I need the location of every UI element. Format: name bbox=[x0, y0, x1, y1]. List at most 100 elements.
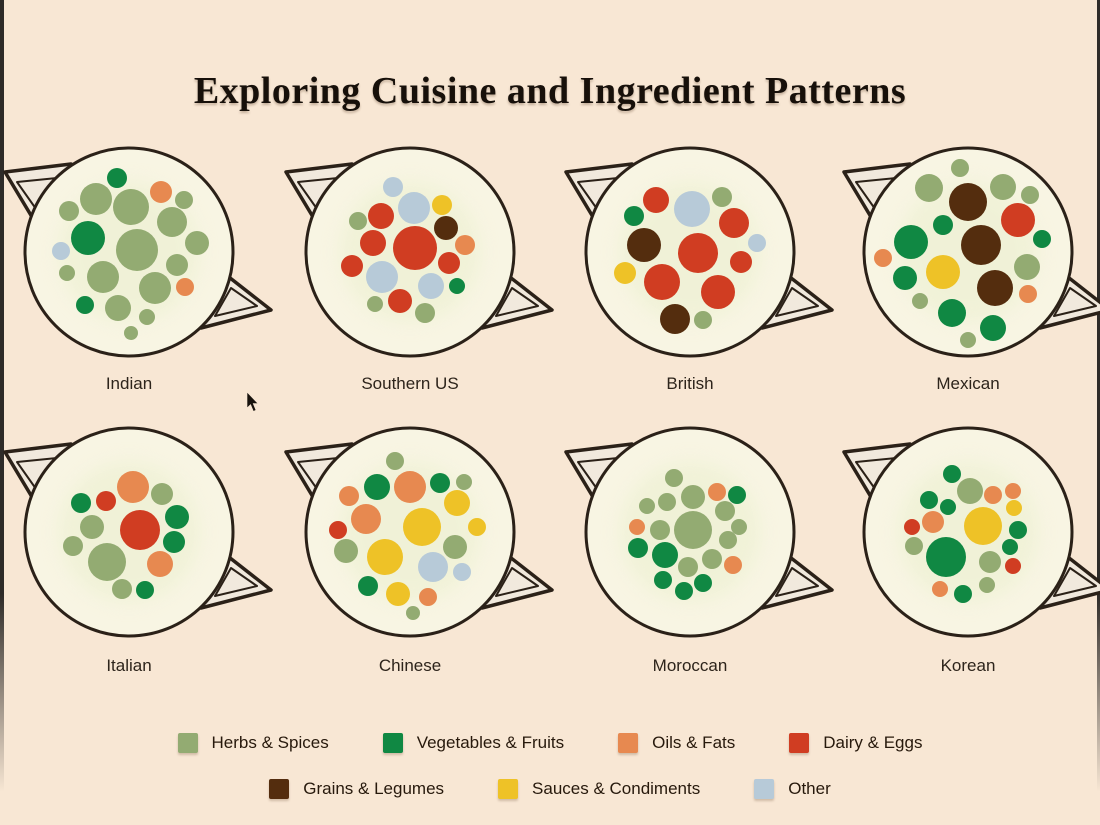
ingredient-bubble bbox=[112, 579, 132, 599]
ingredient-bubble bbox=[124, 326, 138, 340]
ingredient-bubble bbox=[163, 531, 185, 553]
ingredient-bubble bbox=[960, 332, 976, 348]
ingredient-bubble bbox=[443, 535, 467, 559]
ingredient-bubble bbox=[455, 235, 475, 255]
pan-handle-right-inner-line bbox=[775, 567, 819, 597]
ingredient-bubble bbox=[660, 304, 690, 334]
ingredient-bubble bbox=[731, 519, 747, 535]
ingredient-bubble bbox=[665, 469, 683, 487]
ingredient-bubble bbox=[933, 215, 953, 235]
ingredient-bubble bbox=[893, 266, 917, 290]
pan-handle-right-inner-line bbox=[1053, 567, 1097, 597]
ingredient-bubble bbox=[674, 191, 710, 227]
ingredient-bubble bbox=[990, 174, 1016, 200]
ingredient-bubble bbox=[175, 191, 193, 209]
ingredient-bubble bbox=[654, 571, 672, 589]
ingredient-bubble bbox=[694, 574, 712, 592]
ingredient-bubble bbox=[444, 490, 470, 516]
ingredient-bubble bbox=[644, 264, 680, 300]
ingredient-bubble bbox=[368, 203, 394, 229]
ingredient-bubble bbox=[922, 511, 944, 533]
ingredient-bubble bbox=[394, 471, 426, 503]
ingredient-bubble bbox=[702, 549, 722, 569]
pan-korean bbox=[842, 426, 1100, 638]
chart-title: Exploring Cuisine and Ingredient Pattern… bbox=[193, 70, 907, 113]
ingredient-bubble bbox=[393, 226, 437, 270]
ingredient-bubble bbox=[113, 189, 149, 225]
pan-handle-right-inner-line bbox=[214, 567, 258, 597]
ingredient-bubble bbox=[367, 296, 383, 312]
legend-label: Other bbox=[788, 779, 831, 798]
ingredient-bubble bbox=[1001, 203, 1035, 237]
ingredient-bubble bbox=[468, 518, 486, 536]
ingredient-bubble bbox=[87, 261, 119, 293]
screen-edge-left bbox=[0, 0, 4, 825]
pan-handle-right-inner-line bbox=[1053, 287, 1097, 317]
ingredient-bubble bbox=[351, 504, 381, 534]
ingredient-bubble bbox=[652, 542, 678, 568]
ingredient-bubble bbox=[453, 563, 471, 581]
mouse-cursor-icon bbox=[246, 392, 259, 412]
ingredient-bubble bbox=[1002, 539, 1018, 555]
ingredient-bubble bbox=[724, 556, 742, 574]
legend-swatch bbox=[269, 779, 290, 799]
legend-row-2: Grains & Legumes Sauces & Condiments Other bbox=[0, 779, 1100, 799]
ingredient-bubble bbox=[388, 289, 412, 313]
ingredient-bubble bbox=[926, 537, 966, 577]
ingredient-bubble bbox=[139, 309, 155, 325]
pan-handle-right-inner-line bbox=[214, 287, 258, 317]
ingredient-bubble bbox=[694, 311, 712, 329]
legend-row-1: Herbs & Spices Vegetables & Fruits Oils & … bbox=[0, 733, 1100, 753]
pan-handle-right-inner-line bbox=[775, 287, 819, 317]
cuisine-label-italian: Italian bbox=[106, 656, 152, 675]
ingredient-bubble bbox=[418, 552, 448, 582]
cuisine-label-moroccan: Moroccan bbox=[652, 656, 728, 675]
ingredient-bubble bbox=[675, 582, 693, 600]
pan-handle-right-inner-line bbox=[495, 567, 539, 597]
ingredient-bubble bbox=[329, 521, 347, 539]
ingredient-bubble bbox=[1005, 483, 1021, 499]
ingredient-bubble bbox=[977, 270, 1013, 306]
ingredient-bubble bbox=[63, 536, 83, 556]
ingredient-bubble bbox=[150, 181, 172, 203]
ingredient-bubble bbox=[418, 273, 444, 299]
ingredient-bubble bbox=[364, 474, 390, 500]
ingredient-bubble bbox=[403, 508, 441, 546]
ingredient-bubble bbox=[712, 187, 732, 207]
ingredient-bubble bbox=[1009, 521, 1027, 539]
ingredient-bubble bbox=[943, 465, 961, 483]
ingredient-bubble bbox=[383, 177, 403, 197]
legend-label: Herbs & Spices bbox=[211, 733, 329, 752]
legend-swatch bbox=[177, 733, 198, 753]
ingredient-bubble bbox=[1033, 230, 1051, 248]
ingredient-bubble bbox=[166, 254, 188, 276]
cuisine-label-southern-us: Southern US bbox=[361, 374, 459, 393]
ingredient-bubble bbox=[456, 474, 472, 490]
ingredient-bubble bbox=[674, 511, 712, 549]
ingredient-bubble bbox=[979, 577, 995, 593]
ingredient-bubble bbox=[157, 207, 187, 237]
cuisine-label-mexican: Mexican bbox=[936, 374, 1000, 393]
ingredient-bubble bbox=[419, 588, 437, 606]
ingredient-bubble bbox=[905, 537, 923, 555]
ingredient-bubble bbox=[105, 295, 131, 321]
ingredient-bubble bbox=[627, 228, 661, 262]
ingredient-bubble bbox=[658, 493, 676, 511]
ingredient-bubble bbox=[386, 582, 410, 606]
legend-label: Grains & Legumes bbox=[303, 779, 445, 798]
ingredient-bubble bbox=[639, 498, 655, 514]
ingredient-bubble bbox=[341, 255, 363, 277]
cuisine-label-british: British bbox=[666, 374, 714, 393]
ingredient-bubble bbox=[728, 486, 746, 504]
ingredient-bubble bbox=[949, 183, 987, 221]
pan-italian bbox=[3, 426, 273, 638]
legend-label: Sauces & Condiments bbox=[532, 779, 701, 798]
ingredient-bubble bbox=[349, 212, 367, 230]
ingredient-bubble bbox=[979, 551, 1001, 573]
ingredient-bubble bbox=[938, 299, 966, 327]
ingredient-bubble bbox=[71, 493, 91, 513]
legend-swatch bbox=[789, 733, 810, 753]
ingredient-bubble bbox=[415, 303, 435, 323]
legend-label: Vegetables & Fruits bbox=[416, 733, 565, 752]
pan-southern-us bbox=[284, 146, 554, 358]
